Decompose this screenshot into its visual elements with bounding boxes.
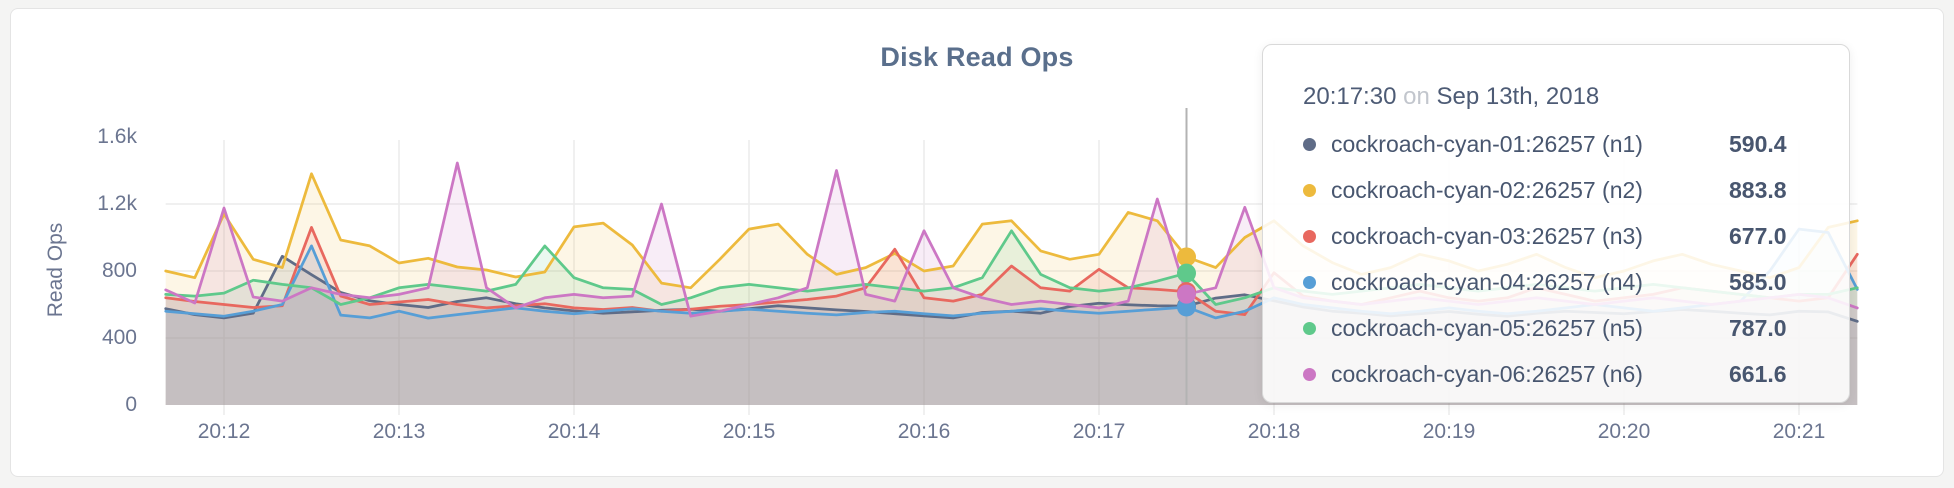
tooltip-date: Sep 13th, 2018 [1436, 83, 1600, 110]
hover-point [1177, 247, 1196, 267]
x-tick-label: 20:19 [1422, 420, 1476, 443]
chart-title: Disk Read Ops [880, 42, 1074, 72]
tooltip-header: 20:17:30 on Sep 13th, 2018 [1303, 83, 1829, 111]
y-tick-label: 0 [125, 393, 137, 416]
tooltip-series-label: cockroach-cyan-01:26257 (n1) [1331, 130, 1643, 157]
tooltip-series-value: 883.8 [1729, 176, 1787, 203]
x-tick-label: 20:16 [897, 420, 951, 443]
series-dot-icon [1303, 229, 1316, 243]
tooltip-series-value: 585.0 [1729, 268, 1787, 295]
y-tick-label: 1.6k [97, 125, 137, 148]
hover-tooltip: 20:17:30 on Sep 13th, 2018 cockroach-cya… [1262, 44, 1850, 403]
tooltip-row: cockroach-cyan-03:26257 (n3) 677.0 [1303, 213, 1829, 259]
tooltip-row: cockroach-cyan-01:26257 (n1) 590.4 [1303, 121, 1829, 167]
x-tick-label: 20:21 [1772, 420, 1826, 443]
series-dot-icon [1303, 367, 1316, 381]
x-tick-label: 20:13 [372, 420, 426, 443]
tooltip-series-label: cockroach-cyan-06:26257 (n6) [1331, 360, 1643, 387]
tooltip-rows: cockroach-cyan-01:26257 (n1) 590.4 cockroa… [1303, 121, 1829, 397]
y-tick-label: 1.2k [97, 192, 137, 215]
series-dot-icon [1303, 183, 1316, 197]
tooltip-row: cockroach-cyan-04:26257 (n4) 585.0 [1303, 259, 1829, 305]
series-dot-icon [1303, 275, 1316, 289]
tooltip-series-label: cockroach-cyan-02:26257 (n2) [1331, 176, 1643, 203]
x-tick-label: 20:17 [1072, 420, 1126, 443]
tooltip-series-label: cockroach-cyan-04:26257 (n4) [1331, 268, 1643, 295]
x-tick-label: 20:15 [722, 420, 776, 443]
x-tick-label: 20:20 [1597, 420, 1651, 443]
tooltip-time: 20:17:30 [1303, 83, 1397, 110]
tooltip-series-value: 677.0 [1729, 222, 1787, 249]
x-tick-label: 20:12 [197, 420, 251, 443]
tooltip-series-value: 661.6 [1729, 360, 1787, 387]
tooltip-on-word: on [1403, 83, 1430, 110]
tooltip-series-value: 787.0 [1729, 314, 1787, 341]
series-dot-icon [1303, 137, 1316, 151]
tooltip-row: cockroach-cyan-02:26257 (n2) 883.8 [1303, 167, 1829, 213]
hover-point [1177, 284, 1196, 304]
y-tick-label: 400 [101, 326, 137, 349]
tooltip-series-label: cockroach-cyan-05:26257 (n5) [1331, 314, 1643, 341]
hover-point [1177, 263, 1196, 283]
tooltip-row: cockroach-cyan-06:26257 (n6) 661.6 [1303, 351, 1829, 397]
tooltip-row: cockroach-cyan-05:26257 (n5) 787.0 [1303, 305, 1829, 351]
x-tick-label: 20:18 [1247, 420, 1301, 443]
tooltip-series-label: cockroach-cyan-03:26257 (n3) [1331, 222, 1643, 249]
series-dot-icon [1303, 321, 1316, 335]
x-tick-label: 20:14 [547, 420, 601, 443]
tooltip-series-value: 590.4 [1729, 130, 1787, 157]
y-tick-label: 800 [101, 259, 137, 282]
